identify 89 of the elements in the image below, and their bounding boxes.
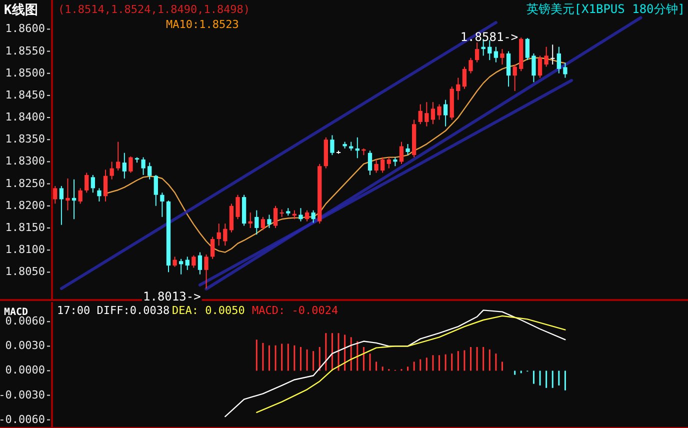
candlestick xyxy=(185,256,190,270)
candlestick xyxy=(66,178,70,211)
y-tick-label: 1.8400 xyxy=(5,110,45,124)
candlestick xyxy=(110,161,114,180)
candlestick xyxy=(223,223,228,246)
candlestick xyxy=(500,48,504,66)
y-tick-label: -0.0030 xyxy=(0,388,45,402)
candlestick xyxy=(386,156,391,169)
candlestick xyxy=(550,44,555,66)
candlestick xyxy=(78,188,82,204)
candlestick xyxy=(84,172,89,194)
candlestick xyxy=(128,156,133,174)
candlestick xyxy=(141,156,146,176)
candlestick xyxy=(443,99,448,127)
candlestick xyxy=(512,64,517,92)
candlestick xyxy=(430,102,436,125)
candlestick xyxy=(437,104,442,120)
line-series xyxy=(256,315,566,414)
candlestick xyxy=(304,210,310,222)
y-tick-label: 1.8150 xyxy=(5,220,45,234)
candlestick xyxy=(254,210,259,236)
annotation: 1.8013-> xyxy=(143,289,201,304)
candlestick xyxy=(273,205,278,228)
candlestick xyxy=(406,144,410,156)
candlestick xyxy=(298,208,303,222)
candlestick xyxy=(236,194,240,220)
annotation: (1.8514,1.8524,1.8490,1.8498) xyxy=(58,3,250,16)
candlestick xyxy=(525,37,530,61)
candlestick xyxy=(544,46,548,68)
candlestick xyxy=(532,52,536,83)
candlestick xyxy=(399,141,404,164)
y-tick-label: 1.8450 xyxy=(5,88,45,102)
y-tick-label: 1.8350 xyxy=(5,132,45,146)
y-tick-label: 1.8550 xyxy=(5,44,45,58)
y-tick-label: 1.8250 xyxy=(5,176,45,190)
y-tick-label: 0.0030 xyxy=(5,339,45,352)
candlestick xyxy=(418,104,422,125)
y-tick-label: 1.8300 xyxy=(5,154,45,168)
candlestick xyxy=(311,210,316,224)
candlestick xyxy=(116,141,120,172)
candlestick xyxy=(154,174,158,206)
y-tick-label: -0.0060 xyxy=(0,412,45,426)
candlestick xyxy=(538,55,542,78)
candlestick xyxy=(179,258,184,275)
annotation: MA10:1.8523 xyxy=(166,18,239,31)
candlestick xyxy=(462,66,467,90)
candlestick xyxy=(260,216,266,231)
y-tick-label: 1.8200 xyxy=(5,198,45,212)
candlestick xyxy=(103,169,108,202)
y-tick-label: 1.8050 xyxy=(5,265,45,278)
candlestick xyxy=(374,159,378,174)
candlestick xyxy=(192,254,196,268)
candlestick xyxy=(468,57,473,74)
annotation: 17:00 DIFF:0.0038 xyxy=(57,304,170,317)
candlestick xyxy=(424,102,429,127)
candlestick xyxy=(488,40,492,61)
candlestick xyxy=(90,174,96,194)
candlestick xyxy=(494,46,498,63)
annotation: DEA: 0.0050 xyxy=(172,304,245,317)
y-tick-label: 0.0000 xyxy=(5,364,45,377)
candlestick xyxy=(172,256,177,268)
candlestick xyxy=(53,186,58,204)
annotation: MACD: -0.0024 xyxy=(252,304,338,317)
candlestick xyxy=(456,77,460,100)
candlestick xyxy=(330,134,334,156)
candlestick xyxy=(148,162,152,180)
candlestick xyxy=(160,192,164,218)
candlestick xyxy=(97,188,102,202)
candlestick xyxy=(198,252,202,275)
candlestick xyxy=(204,254,208,290)
chart-subtitle: 英镑美元[X1BPUS 180分钟] xyxy=(526,2,685,16)
y-tick-label: 1.8100 xyxy=(5,243,45,256)
candlestick xyxy=(210,236,215,260)
candlestick xyxy=(368,150,372,176)
annotation: 1.8581-> xyxy=(460,30,518,44)
candlestick xyxy=(474,42,480,63)
y-tick-label: 1.8600 xyxy=(5,22,45,36)
chart-title: K线图 xyxy=(4,3,38,18)
candlestick xyxy=(216,223,221,246)
candlestick xyxy=(563,62,568,78)
candlestick xyxy=(506,50,511,88)
candlestick xyxy=(267,214,272,228)
candlestick xyxy=(72,178,76,220)
candlestick xyxy=(59,186,64,226)
y-tick-label: 1.8500 xyxy=(5,66,45,80)
y-tick-label: 0.0060 xyxy=(5,314,45,328)
candlestick xyxy=(122,152,126,179)
candlestick xyxy=(556,46,561,74)
candlestick xyxy=(380,156,385,174)
